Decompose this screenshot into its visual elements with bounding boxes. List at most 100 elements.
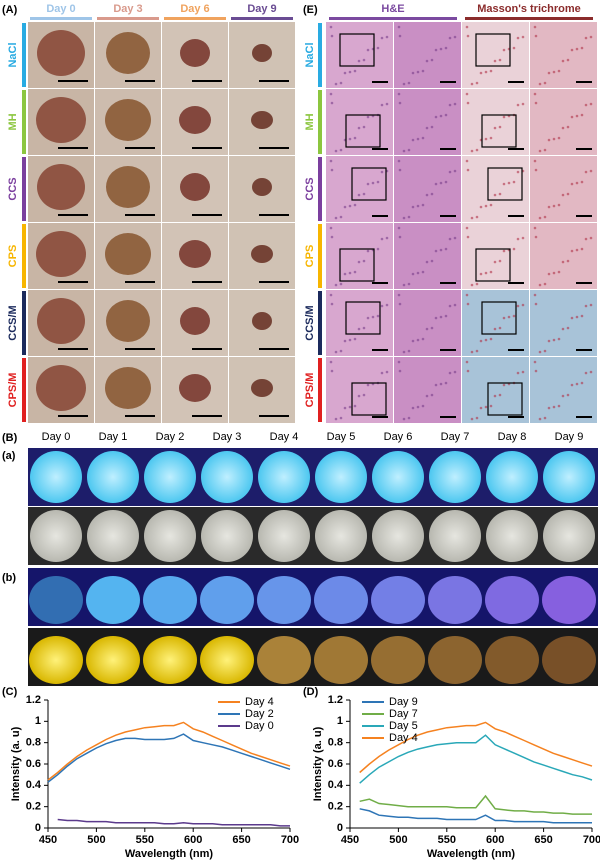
cell-texture xyxy=(362,259,366,263)
cell-texture xyxy=(353,136,357,140)
cell-texture xyxy=(385,35,389,39)
cell-texture xyxy=(421,404,425,408)
cell-texture xyxy=(407,215,411,219)
cell-texture xyxy=(589,303,593,307)
cell-texture xyxy=(512,180,516,184)
cell-texture xyxy=(502,48,506,52)
cell-texture xyxy=(543,215,547,219)
cell-texture xyxy=(434,115,438,119)
spectrum-line xyxy=(359,794,592,815)
legend-label: Day 0 xyxy=(245,720,274,732)
cell-texture xyxy=(475,148,479,152)
cell-texture xyxy=(552,405,556,409)
scale-bar xyxy=(440,215,456,217)
spectrum-line xyxy=(57,818,290,827)
cell-texture xyxy=(430,393,434,397)
cell-texture xyxy=(552,338,556,342)
zoom-box xyxy=(487,382,523,416)
zoom-box xyxy=(339,248,375,282)
cell-texture xyxy=(547,272,551,276)
cell-texture xyxy=(475,416,479,420)
hydrogel-dome xyxy=(29,636,83,684)
spectrum-line xyxy=(359,808,592,824)
scale-bar xyxy=(440,349,456,351)
cell-texture xyxy=(475,349,479,353)
cell-texture xyxy=(434,383,438,387)
row-bar xyxy=(318,157,322,221)
cell-texture xyxy=(561,193,565,197)
cell-texture xyxy=(466,34,470,38)
cell-texture xyxy=(353,337,357,341)
cell-texture xyxy=(439,114,443,118)
cell-texture xyxy=(453,303,457,307)
cell-texture xyxy=(584,103,588,107)
cell-texture xyxy=(380,170,384,174)
cell-texture xyxy=(493,394,497,398)
cell-texture xyxy=(557,404,561,408)
cell-texture xyxy=(376,180,380,184)
cell-texture xyxy=(421,203,425,207)
cell-texture xyxy=(380,36,384,40)
cell-texture xyxy=(502,249,506,253)
cell-texture xyxy=(475,282,479,286)
cell-texture xyxy=(533,360,537,364)
histology-image xyxy=(530,156,597,222)
cell-texture xyxy=(444,314,448,318)
histology-image xyxy=(462,357,529,423)
y-tick-label: 0 xyxy=(35,822,41,834)
column-header: Day 9 xyxy=(247,3,276,15)
cell-texture xyxy=(453,169,457,173)
hydrogel-disc xyxy=(543,451,595,503)
row-label: CPS/M xyxy=(304,373,316,408)
cell-texture xyxy=(402,350,406,354)
cell-texture xyxy=(343,272,347,276)
row-label: CCS xyxy=(304,177,316,200)
scale-bar xyxy=(508,416,524,418)
cell-texture xyxy=(353,270,357,274)
wound xyxy=(106,32,150,74)
cell-texture xyxy=(466,369,470,373)
y-tick-label: 0 xyxy=(337,822,343,834)
cell-texture xyxy=(533,226,537,230)
cell-texture xyxy=(439,315,443,319)
cell-texture xyxy=(589,35,593,39)
cell-texture xyxy=(566,125,570,129)
y-tick-label: 0.4 xyxy=(328,779,344,791)
cell-texture xyxy=(353,69,357,73)
cell-texture xyxy=(411,339,415,343)
cell-texture xyxy=(557,203,561,207)
histology-image xyxy=(462,89,529,155)
cell-texture xyxy=(416,70,420,74)
y-axis-label: Intensity (a. u) xyxy=(10,726,22,801)
legend-label: Day 5 xyxy=(389,720,418,732)
cell-texture xyxy=(407,81,411,85)
hydrogel-disc xyxy=(144,451,196,503)
cell-texture xyxy=(430,259,434,263)
scale-bar xyxy=(576,349,592,351)
scale-bar xyxy=(508,81,524,83)
hydrogel-disc xyxy=(87,510,139,562)
wound xyxy=(105,99,151,141)
scale-bar xyxy=(192,415,222,417)
cell-texture xyxy=(425,327,429,331)
cell-texture xyxy=(470,417,474,421)
cell-texture xyxy=(484,204,488,208)
cell-texture xyxy=(521,303,525,307)
hydrogel-dome xyxy=(314,576,368,624)
hydrogel-disc xyxy=(429,451,481,503)
row-label: NaCl xyxy=(7,42,19,67)
cell-texture xyxy=(448,304,452,308)
cell-texture xyxy=(516,170,520,174)
legend-label: Day 2 xyxy=(245,708,274,720)
zoom-box xyxy=(475,248,511,282)
cell-texture xyxy=(439,248,443,252)
zoom-box xyxy=(351,167,387,201)
scale-bar xyxy=(372,349,388,351)
zoom-box xyxy=(345,114,381,148)
column-header: H&E xyxy=(381,3,404,15)
cell-texture xyxy=(362,192,366,196)
column-header: Day 0 xyxy=(42,431,71,443)
zoom-box xyxy=(481,301,517,335)
histology-image xyxy=(530,357,597,423)
panel-label: (D) xyxy=(303,686,319,698)
